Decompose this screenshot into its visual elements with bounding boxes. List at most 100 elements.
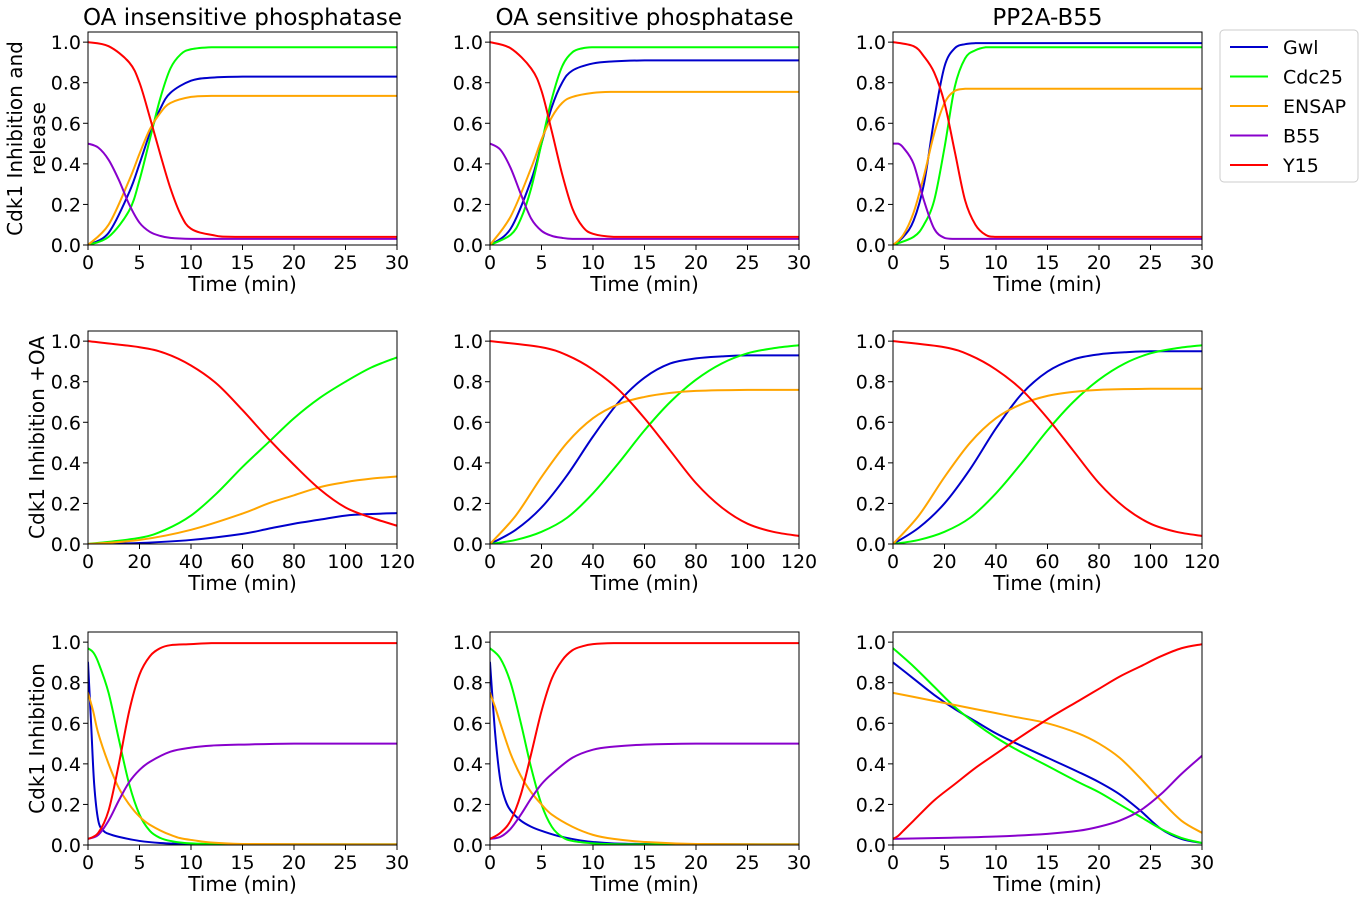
series-line-gwl bbox=[893, 350, 1202, 544]
series-line-y15 bbox=[490, 642, 799, 840]
y-tick-label: 0.0 bbox=[51, 534, 81, 556]
subplot-r1-c0: 0 20 40 60 80 100 120 0.0 0.2 0.4 0.6 0.8 1.0 Time (m… bbox=[25, 330, 415, 595]
y-tick-label: 0.4 bbox=[856, 754, 886, 776]
x-tick-label: 120 bbox=[781, 551, 817, 573]
x-tick-label: 60 bbox=[230, 551, 254, 573]
x-axis-label: Time (min) bbox=[187, 272, 297, 296]
x-tick-label: 0 bbox=[82, 252, 94, 274]
x-tick-label: 60 bbox=[632, 551, 656, 573]
series-line-cdc25 bbox=[88, 356, 397, 544]
y-tick-label: 1.0 bbox=[51, 331, 81, 353]
x-tick-label: 0 bbox=[484, 551, 496, 573]
plot-frame bbox=[892, 31, 1203, 246]
y-tick-label: 0.0 bbox=[856, 534, 886, 556]
legend-item-gwl: Gwl bbox=[1230, 37, 1319, 59]
y-tick-label: 0.2 bbox=[51, 493, 81, 515]
x-tick-label: 30 bbox=[1190, 852, 1214, 874]
series-line-ensap bbox=[893, 691, 1202, 834]
series-line-cdc25 bbox=[893, 344, 1202, 544]
column-title: OA sensitive phosphatase bbox=[495, 5, 793, 31]
legend-item-ensap: ENSAP bbox=[1230, 96, 1346, 118]
x-tick-label: 15 bbox=[230, 252, 254, 274]
y-tick-label: 0.8 bbox=[453, 73, 483, 95]
y-tick-label: 0.2 bbox=[51, 794, 81, 816]
x-tick-label: 100 bbox=[729, 551, 765, 573]
y-tick-label: 1.0 bbox=[453, 632, 483, 654]
series-lines bbox=[490, 41, 799, 245]
x-tick-label: 120 bbox=[379, 551, 415, 573]
y-tick-label: 0.2 bbox=[51, 194, 81, 216]
y-tick-label: 0.2 bbox=[856, 794, 886, 816]
y-tick-label: 0.6 bbox=[453, 113, 483, 135]
y-tick-label: 0.0 bbox=[51, 235, 81, 257]
series-line-cdc25 bbox=[490, 647, 799, 845]
legend-item-y15: Y15 bbox=[1230, 155, 1319, 177]
y-tick-label: 0.4 bbox=[453, 453, 483, 475]
y-tick-label: 0.0 bbox=[51, 835, 81, 857]
series-line-gwl bbox=[88, 512, 397, 544]
y-tick-label: 0.2 bbox=[856, 493, 886, 515]
x-tick-label: 20 bbox=[1087, 252, 1111, 274]
series-line-cdc25 bbox=[490, 344, 799, 544]
series-line-y15 bbox=[88, 642, 397, 840]
x-tick-label: 5 bbox=[133, 852, 145, 874]
x-tick-label: 0 bbox=[82, 551, 94, 573]
legend-frame bbox=[1219, 29, 1359, 183]
x-tick-label: 15 bbox=[632, 852, 656, 874]
x-tick-label: 25 bbox=[735, 252, 759, 274]
row-label: release bbox=[26, 102, 50, 175]
y-tick-label: 0.4 bbox=[453, 154, 483, 176]
y-tick-label: 0.6 bbox=[856, 412, 886, 434]
series-line-y15 bbox=[490, 41, 799, 238]
x-tick-label: 120 bbox=[1184, 551, 1220, 573]
legend-item-b55: B55 bbox=[1230, 126, 1320, 148]
y-tick-label: 0.4 bbox=[51, 453, 81, 475]
column-title: OA insensitive phosphatase bbox=[83, 5, 402, 31]
x-tick-label: 30 bbox=[385, 252, 409, 274]
series-line-ensap bbox=[893, 87, 1202, 245]
legend-items: Gwl Cdc25 ENSAP B55 Y15 bbox=[1230, 37, 1346, 177]
x-tick-label: 0 bbox=[484, 852, 496, 874]
row-label: Cdk1 Inhibition and bbox=[3, 41, 27, 236]
series-line-y15 bbox=[88, 340, 397, 527]
x-tick-label: 0 bbox=[484, 252, 496, 274]
y-tick-label: 0.4 bbox=[453, 754, 483, 776]
x-tick-label: 15 bbox=[1035, 252, 1059, 274]
series-line-gwl bbox=[490, 59, 799, 245]
x-tick-label: 20 bbox=[684, 852, 708, 874]
x-tick-label: 40 bbox=[179, 551, 203, 573]
subplot-r2-c1: 0 5 10 15 20 25 30 0.0 0.2 0.4 0.6 0.8 1.0 Time (min) bbox=[453, 631, 811, 896]
plot-frame bbox=[87, 631, 398, 846]
x-tick-label: 10 bbox=[179, 252, 203, 274]
series-line-b55 bbox=[88, 742, 397, 840]
series-line-gwl bbox=[490, 661, 799, 845]
x-tick-label: 20 bbox=[127, 551, 151, 573]
series-line-ensap bbox=[88, 475, 397, 544]
series-lines bbox=[893, 643, 1202, 844]
series-line-gwl bbox=[88, 75, 397, 245]
x-tick-label: 20 bbox=[282, 252, 306, 274]
y-tick-label: 0.0 bbox=[453, 235, 483, 257]
plot-frame bbox=[87, 330, 398, 545]
x-tick-label: 0 bbox=[887, 852, 899, 874]
y-tick-label: 0.6 bbox=[51, 412, 81, 434]
column-title: PP2A-B55 bbox=[992, 5, 1102, 31]
legend-label: B55 bbox=[1283, 126, 1320, 148]
plot-frame bbox=[892, 631, 1203, 846]
x-tick-label: 10 bbox=[581, 252, 605, 274]
subplot-r0-c1: 0 5 10 15 20 25 30 0.0 0.2 0.4 0.6 0.8 1.0 Time (min)… bbox=[453, 5, 811, 296]
y-tick-label: 0.0 bbox=[453, 835, 483, 857]
x-tick-label: 5 bbox=[133, 252, 145, 274]
series-line-gwl bbox=[893, 42, 1202, 245]
y-tick-label: 0.8 bbox=[453, 372, 483, 394]
series-line-b55 bbox=[893, 754, 1202, 840]
y-tick-label: 0.2 bbox=[453, 794, 483, 816]
row-label: Cdk1 Inhibition +OA bbox=[25, 336, 49, 539]
x-tick-label: 20 bbox=[932, 551, 956, 573]
series-line-y15 bbox=[88, 41, 397, 238]
series-line-ensap bbox=[490, 90, 799, 245]
x-tick-label: 40 bbox=[984, 551, 1008, 573]
x-tick-label: 15 bbox=[230, 852, 254, 874]
y-tick-label: 0.8 bbox=[51, 372, 81, 394]
x-tick-label: 80 bbox=[684, 551, 708, 573]
